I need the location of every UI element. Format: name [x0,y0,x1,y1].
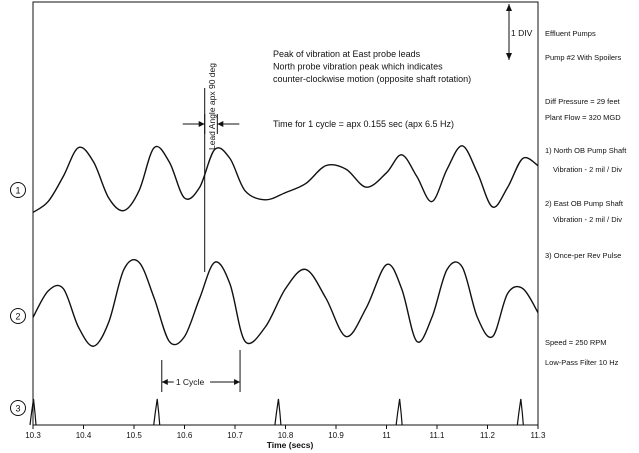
side-plant-flow: Plant Flow = 320 MGD [545,113,621,122]
x-axis-label: Time (secs) [267,440,314,450]
side-ch2-scale: Vibration - 2 mil / Div [553,215,622,224]
annotation-marks [161,4,512,392]
x-tick-label: 10.3 [25,431,41,440]
x-tick-label: 10.5 [126,431,142,440]
series-line-2 [32,259,539,347]
x-tick-label: 10.6 [177,431,193,440]
x-tick-label: 10.8 [278,431,294,440]
lead-angle-label: Lead Angle apx 90 deg [207,63,217,150]
peak-note-line-1: Peak of vibration at East probe leads [273,49,421,59]
x-tick-label: 10.9 [328,431,344,440]
side-ch1: 1) North OB Pump Shaft [545,146,627,155]
x-tick-label: 11.2 [480,431,496,440]
side-notes: Effluent Pumps Pump #2 With Spoilers Dif… [545,29,627,367]
series-line-1 [32,145,539,213]
lead-angle-arrowhead-right [217,121,224,127]
rev-pulse [395,398,403,426]
channel-marker-1-label: 1 [15,186,20,196]
cycle-arrowhead-right [234,379,241,385]
channel-marker-3: 3 [10,400,26,416]
channel-marker-2: 2 [10,308,26,324]
side-subtitle: Pump #2 With Spoilers [545,53,622,62]
side-speed: Speed = 250 RPM [545,338,607,347]
peak-note-line-2: North probe vibration peak which indicat… [273,62,443,72]
cycle-label: 1 Cycle [176,377,205,387]
x-tick-label: 11.3 [531,431,547,440]
x-axis-ticks: 10.3 10.4 10.5 10.6 10.7 10.8 10.9 11 11.1 11.2 11… [25,425,546,440]
channel-marker-1: 1 [10,182,26,198]
side-ch1-scale: Vibration - 2 mil / Div [553,165,622,174]
side-ch2: 2) East OB Pump Shaft [545,199,624,208]
x-tick-label: 10.4 [76,431,92,440]
x-tick-label: 11 [382,431,391,440]
channel-marker-3-label: 3 [15,404,20,414]
side-title: Effluent Pumps [545,29,596,38]
rev-pulse [29,398,37,426]
channel-marker-2-label: 2 [15,312,20,322]
peak-note-line-3: counter-clockwise motion (opposite shaft… [273,74,471,84]
side-ch3: 3) Once-per Rev Pulse [545,251,621,260]
side-diff-pressure: Diff Pressure = 29 feet [545,97,621,106]
lead-angle-arrowhead-left [198,121,205,127]
cycle-note: Time for 1 cycle = apx 0.155 sec (apx 6.… [273,119,454,129]
scale-arrowhead-bottom [506,53,512,60]
rev-pulse [153,398,161,426]
rev-pulse [274,398,282,426]
x-tick-label: 11.1 [430,431,446,440]
cycle-arrowhead-left [161,379,168,385]
rev-pulse [516,398,524,426]
series-group [29,145,539,426]
x-tick-label: 10.7 [227,431,243,440]
scale-arrowhead-top [506,4,512,11]
scale-marker-label: 1 DIV [511,28,533,38]
side-filter: Low-Pass Filter 10 Hz [545,358,619,367]
